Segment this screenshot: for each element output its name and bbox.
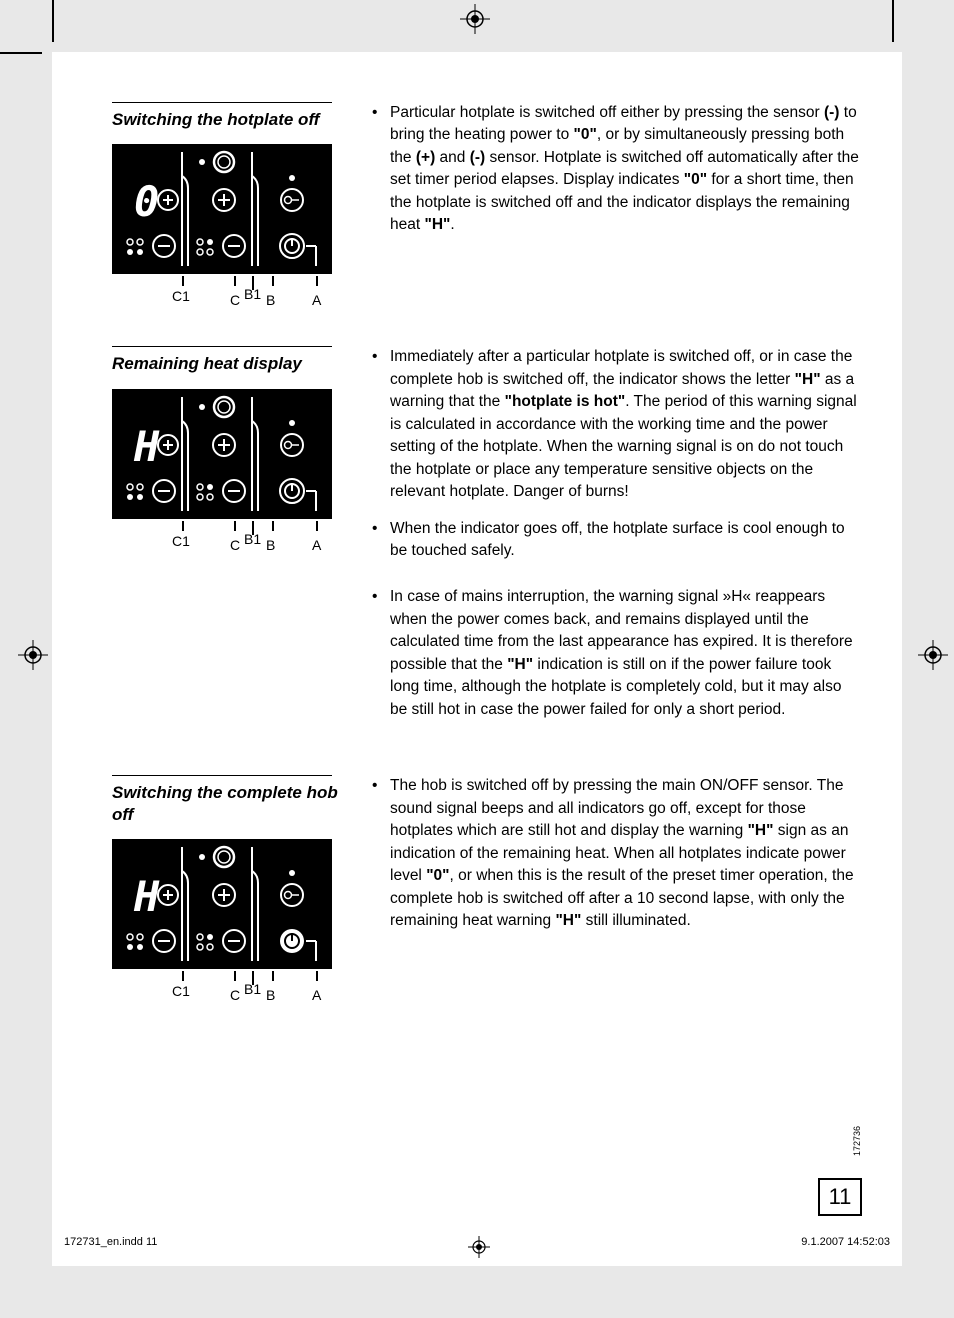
page-number: 11	[818, 1178, 862, 1216]
bullet-marker: •	[372, 346, 390, 503]
panel-label-b: B	[266, 987, 275, 1003]
control-panel-illustration: H	[112, 389, 332, 519]
panel-label-c1: C1	[172, 288, 190, 304]
panel-label-row: C1 C B1 B A	[112, 278, 332, 306]
panel-label-row: C1 C B1 B A	[112, 973, 332, 1001]
manual-section: Remaining heat display H C1	[112, 346, 862, 735]
panel-label-c: C	[230, 987, 240, 1003]
panel-label-b: B	[266, 537, 275, 553]
side-code: 172736	[852, 1126, 862, 1156]
bullet-item: • In case of mains interruption, the war…	[372, 586, 862, 721]
section-rule	[112, 775, 332, 776]
control-panel-diagram: H	[112, 389, 332, 519]
bullet-item: • When the indicator goes off, the hotpl…	[372, 518, 862, 563]
svg-text:H: H	[133, 422, 160, 471]
panel-label-b1: B1	[244, 981, 261, 997]
registration-mark-icon	[918, 640, 948, 670]
registration-mark-icon	[460, 4, 490, 34]
panel-label-a: A	[312, 537, 321, 553]
page-content: Switching the hotplate off 0 C	[52, 52, 902, 1266]
bullet-item: • Particular hotplate is switched off ei…	[372, 102, 862, 237]
section-body: • The hob is switched off by pressing th…	[352, 775, 862, 1001]
crop-mark	[0, 52, 42, 54]
registration-mark-icon	[18, 640, 48, 670]
control-panel-illustration: H	[112, 839, 332, 969]
section-title: Switching the complete hob off	[112, 782, 352, 825]
bullet-text: The hob is switched off by pressing the …	[390, 775, 862, 932]
panel-label-c1: C1	[172, 983, 190, 999]
bullet-marker: •	[372, 775, 390, 932]
bullet-marker: •	[372, 102, 390, 237]
crop-mark	[52, 0, 54, 42]
panel-label-b: B	[266, 292, 275, 308]
svg-text:H: H	[133, 872, 160, 921]
bullet-text: When the indicator goes off, the hotplat…	[390, 518, 862, 563]
registration-mark-icon	[468, 1236, 490, 1258]
panel-label-c: C	[230, 292, 240, 308]
panel-label-row: C1 C B1 B A	[112, 523, 332, 551]
section-body: • Immediately after a particular hotplat…	[352, 346, 862, 735]
bullet-item: • The hob is switched off by pressing th…	[372, 775, 862, 932]
manual-section: Switching the complete hob off H	[112, 775, 862, 1001]
crop-mark	[892, 0, 894, 42]
section-rule	[112, 346, 332, 347]
section-title: Switching the hotplate off	[112, 109, 352, 130]
panel-label-b1: B1	[244, 286, 261, 302]
panel-label-a: A	[312, 292, 321, 308]
section-rule	[112, 102, 332, 103]
control-panel-illustration: 0	[112, 144, 332, 274]
section-title: Remaining heat display	[112, 353, 352, 374]
bullet-marker: •	[372, 518, 390, 563]
bullet-text: Immediately after a particular hotplate …	[390, 346, 862, 503]
control-panel-diagram: H	[112, 839, 332, 969]
footer-filename: 172731_en.indd 11	[64, 1236, 157, 1258]
panel-label-a: A	[312, 987, 321, 1003]
manual-section: Switching the hotplate off 0 C	[112, 102, 862, 306]
control-panel-diagram: 0	[112, 144, 332, 274]
section-body: • Particular hotplate is switched off ei…	[352, 102, 862, 306]
footer-timestamp: 9.1.2007 14:52:03	[801, 1236, 890, 1258]
bullet-text: In case of mains interruption, the warni…	[390, 586, 862, 721]
svg-text:0: 0	[134, 177, 159, 226]
print-footer: 172731_en.indd 11 9.1.2007 14:52:03	[64, 1236, 890, 1258]
bullet-item: • Immediately after a particular hotplat…	[372, 346, 862, 503]
bullet-text: Particular hotplate is switched off eith…	[390, 102, 862, 237]
panel-label-b1: B1	[244, 531, 261, 547]
panel-label-c: C	[230, 537, 240, 553]
panel-label-c1: C1	[172, 533, 190, 549]
bullet-marker: •	[372, 586, 390, 721]
